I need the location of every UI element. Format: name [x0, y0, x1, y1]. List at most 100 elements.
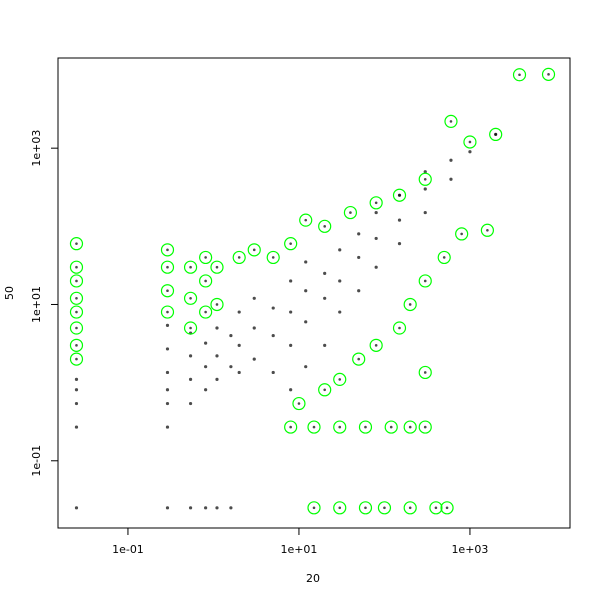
highlight-circle: [307, 501, 321, 515]
highlight-dot: [423, 425, 427, 429]
highlight-dot: [445, 506, 449, 510]
highlight-circle: [69, 237, 84, 251]
highlight-circle: [377, 501, 392, 515]
highlight-circle: [266, 250, 280, 265]
point: [289, 310, 293, 314]
point: [357, 255, 361, 260]
point: [165, 323, 170, 327]
point: [74, 425, 79, 429]
highlight-dot: [271, 256, 275, 259]
highlight-circle: [455, 227, 469, 241]
point: [323, 271, 327, 275]
point: [252, 357, 256, 361]
highlight-circle: [418, 420, 432, 434]
highlight-dot: [312, 425, 316, 429]
point: [304, 260, 308, 264]
highlight-dot: [75, 279, 78, 283]
highlight-dot: [364, 506, 367, 510]
point: [188, 401, 193, 406]
point: [252, 326, 256, 330]
highlight-dot: [204, 256, 207, 259]
point: [165, 425, 170, 429]
highlight-dot: [289, 242, 292, 245]
point: [215, 354, 219, 358]
highlight-dot: [323, 388, 326, 392]
point: [74, 388, 79, 392]
highlight-dot: [75, 310, 78, 314]
highlight-circle: [403, 420, 417, 434]
highlight-dot: [338, 425, 342, 429]
point: [188, 377, 193, 381]
highlight-circle: [369, 196, 383, 210]
highlight-circle: [437, 250, 451, 265]
point: [423, 210, 427, 215]
highlight-dot: [434, 506, 438, 510]
point: [338, 248, 342, 252]
highlight-circle: [69, 338, 84, 352]
highlight-circle: [292, 396, 306, 411]
point: [204, 506, 208, 510]
point: [374, 236, 378, 241]
highlight-circle: [69, 305, 84, 319]
point: [357, 232, 361, 236]
highlight-dot: [215, 265, 219, 269]
highlight-dot: [374, 344, 378, 347]
highlight-dot: [75, 344, 78, 347]
point: [271, 370, 275, 375]
highlight-dot: [389, 425, 393, 429]
highlight-dot: [486, 228, 489, 232]
point: [304, 320, 308, 324]
highlight-circle: [358, 420, 373, 434]
point: [165, 506, 170, 510]
highlight-circle: [333, 501, 347, 515]
highlight-dot: [423, 371, 427, 374]
highlight-circle: [69, 260, 84, 274]
highlight-circle: [444, 114, 458, 129]
highlight-circle: [232, 250, 246, 265]
highlight-circle: [384, 420, 398, 434]
highlight-dot: [189, 296, 192, 300]
highlight-circle: [69, 321, 84, 335]
highlight-circle: [183, 260, 198, 274]
point: [323, 343, 327, 347]
point: [304, 365, 308, 369]
highlight-dot: [204, 279, 207, 283]
highlight-dot: [166, 310, 169, 314]
point: [468, 150, 472, 154]
point: [449, 158, 453, 162]
highlight-dot: [304, 218, 308, 222]
highlight-dot: [75, 265, 78, 269]
highlight-circle: [418, 274, 432, 288]
point: [204, 365, 208, 369]
highlight-circle: [418, 365, 432, 380]
highlight-dot: [442, 256, 446, 259]
highlight-circle: [343, 205, 358, 220]
highlight-circle: [512, 68, 527, 82]
point: [289, 279, 293, 283]
point: [229, 333, 233, 338]
highlight-dot: [460, 232, 463, 236]
highlight-dot: [289, 425, 292, 429]
highlight-circle: [199, 250, 213, 265]
highlight-dot: [357, 357, 361, 361]
highlight-dot: [364, 425, 367, 429]
highlight-dot: [408, 425, 412, 429]
highlight-dot: [75, 357, 78, 361]
point: [215, 377, 219, 381]
point: [397, 242, 402, 246]
highlight-circle: [392, 321, 407, 335]
highlight-circle: [210, 297, 224, 312]
highlight-dot: [518, 73, 521, 77]
highlight-dot: [215, 303, 219, 306]
point: [237, 310, 241, 314]
x-tick-label: 1e+01: [280, 543, 317, 556]
point: [357, 289, 361, 293]
highlight-circle: [69, 352, 84, 366]
point: [338, 310, 342, 314]
point: [271, 333, 275, 338]
point: [374, 265, 378, 269]
highlight-dot: [252, 248, 256, 252]
highlight-circle: [440, 501, 454, 515]
highlight-dot: [189, 265, 192, 269]
